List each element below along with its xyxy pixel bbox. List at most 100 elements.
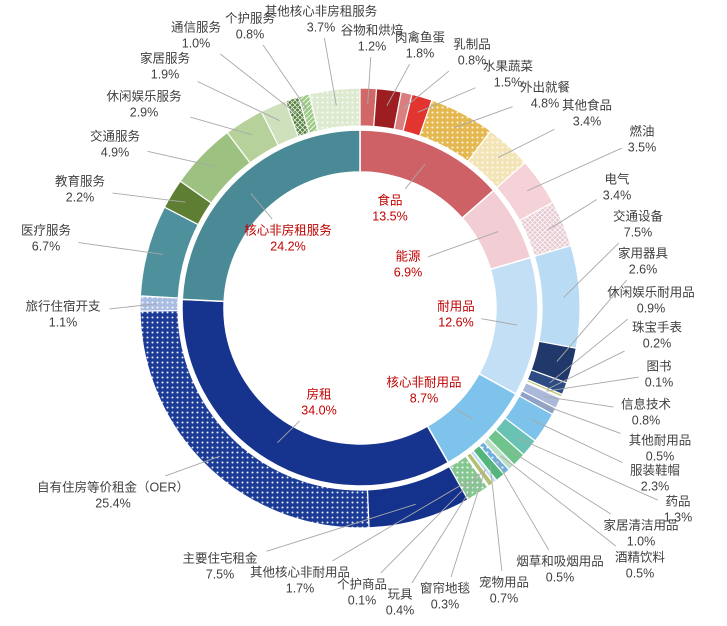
inner-leader-line <box>428 231 499 258</box>
outer-label-name: 教育服务 <box>55 174 105 189</box>
outer-label-name: 其他核心非房租服务 <box>265 4 378 19</box>
outer-label-name: 水果蔬菜 <box>483 60 534 74</box>
outer-label-pct: 2.3% <box>641 480 670 494</box>
outer-label-pct: 1.8% <box>406 47 435 61</box>
outer-label: 旅行住宿开支 1.1% <box>25 299 101 330</box>
outer-label-pct: 1.0% <box>182 37 211 51</box>
outer-label-pct: 1.1% <box>49 316 78 330</box>
inner-label-pct: 12.6% <box>438 316 473 330</box>
outer-label-name: 家居清洁用品 <box>603 518 678 533</box>
outer-leader-line <box>530 418 623 464</box>
outer-label-pct: 0.5% <box>546 571 575 585</box>
outer-label-pct: 0.9% <box>637 302 666 316</box>
inner-leader-line <box>404 163 426 190</box>
outer-label-pct: 6.7% <box>32 240 61 254</box>
outer-label-name: 医疗服务 <box>21 223 71 238</box>
outer-label-pct: 4.8% <box>531 97 560 111</box>
outer-label-name: 乳制品 <box>453 38 491 52</box>
outer-label: 休闲娱乐耐用品 0.9% <box>607 286 695 316</box>
inner-label-pct: 24.2% <box>270 240 305 254</box>
outer-leader-line <box>386 63 411 106</box>
inner-leader-line <box>277 420 300 443</box>
outer-label-pct: 4.9% <box>101 146 130 160</box>
inner-label-name: 核心非耐用品 <box>386 376 461 390</box>
outer-label: 谷物和烘焙 1.2% <box>341 23 404 54</box>
inner-label: 耐用品 12.6% <box>437 300 475 330</box>
outer-label-pct: 1.9% <box>151 68 180 82</box>
outer-label-name: 酒精饮料 <box>615 551 666 565</box>
outer-label: 燃油 3.5% <box>628 124 657 155</box>
outer-label-pct: 0.7% <box>490 592 519 606</box>
outer-label-name: 宠物用品 <box>479 575 529 590</box>
inner-label-pct: 34.0% <box>301 404 336 418</box>
outer-leader-line <box>526 147 623 192</box>
outer-label-pct: 1.7% <box>286 582 315 596</box>
outer-label-pct: 0.2% <box>643 337 672 351</box>
outer-label-name: 主要住宅租金 <box>182 551 258 566</box>
outer-leader-line <box>546 350 625 390</box>
outer-label-name: 服装鞋帽 <box>630 463 680 478</box>
inner-label: 能源 6.9% <box>394 250 423 280</box>
outer-leader-line <box>380 473 480 574</box>
outer-label-name: 交通设备 <box>613 209 664 224</box>
outer-label: 玩具 0.4% <box>386 588 415 618</box>
outer-label: 其他耐用品 0.5% <box>629 434 692 464</box>
outer-leader-line <box>563 242 620 298</box>
outer-segment-8[interactable] <box>533 244 581 349</box>
inner-label: 核心非房租服务 24.2% <box>244 223 332 254</box>
outer-leader-line <box>497 128 555 159</box>
outer-label: 休闲娱乐服务 2.9% <box>106 89 181 120</box>
inner-segment-5[interactable] <box>181 129 361 303</box>
outer-leader-line <box>403 70 450 109</box>
inner-label-name: 能源 <box>395 250 421 264</box>
outer-leader-line <box>546 376 639 392</box>
outer-leader-line <box>539 403 621 434</box>
outer-label: 外出就餐 4.8% <box>520 80 571 111</box>
outer-label-name: 通信服务 <box>171 20 221 35</box>
inner-segment-4[interactable] <box>181 298 450 487</box>
outer-label-name: 肉禽鱼蛋 <box>395 30 445 45</box>
outer-label-pct: 3.7% <box>307 21 336 35</box>
outer-label-pct: 0.3% <box>431 598 460 612</box>
outer-segment-35[interactable] <box>308 87 361 132</box>
outer-label-name: 旅行住宿开支 <box>25 299 101 314</box>
outer-label-pct: 0.5% <box>646 450 675 464</box>
outer-label-name: 外出就餐 <box>520 80 571 95</box>
outer-label-name: 药品 <box>665 495 690 509</box>
inner-label: 食品 13.5% <box>372 193 407 224</box>
outer-label: 其他核心非房租服务 3.7% <box>265 4 378 35</box>
outer-leader-line <box>500 455 617 547</box>
outer-label-pct: 0.1% <box>645 376 674 390</box>
outer-label-name: 休闲娱乐服务 <box>106 89 181 104</box>
outer-label-name: 谷物和烘焙 <box>341 23 404 38</box>
inner-label-pct: 6.9% <box>394 266 423 280</box>
outer-label: 交通服务 4.9% <box>90 129 140 160</box>
outer-leader-line <box>367 57 372 105</box>
outer-leader-line <box>507 448 612 515</box>
outer-label-name: 烟草和吸烟用品 <box>516 555 604 569</box>
outer-leader-line <box>489 465 503 572</box>
outer-label: 通信服务 1.0% <box>171 20 221 51</box>
outer-leader-line <box>112 192 186 203</box>
outer-leader-line <box>517 437 659 501</box>
outer-leader-line <box>147 150 214 167</box>
outer-leader-line <box>450 468 486 578</box>
outer-label-name: 图书 <box>646 360 671 374</box>
outer-leader-line <box>78 242 164 255</box>
outer-leader-line <box>332 479 470 562</box>
outer-label-name: 交通服务 <box>90 129 140 144</box>
outer-label-name: 电气 <box>604 172 630 187</box>
outer-label: 窗帘地毯 0.3% <box>420 581 471 612</box>
outer-label: 家居服务 1.9% <box>140 51 190 82</box>
outer-leader-line <box>454 106 513 128</box>
outer-label: 肉禽鱼蛋 1.8% <box>395 30 445 61</box>
outer-label-name: 其他核心非耐用品 <box>250 566 350 580</box>
outer-leader-line <box>411 471 482 584</box>
outer-label-name: 个护商品 <box>337 577 387 592</box>
outer-label-name: 玩具 <box>387 588 413 602</box>
outer-leader-line <box>220 53 298 115</box>
outer-label-name: 燃油 <box>629 124 654 139</box>
inner-leader-line <box>250 193 273 220</box>
outer-leader-line <box>556 279 628 362</box>
